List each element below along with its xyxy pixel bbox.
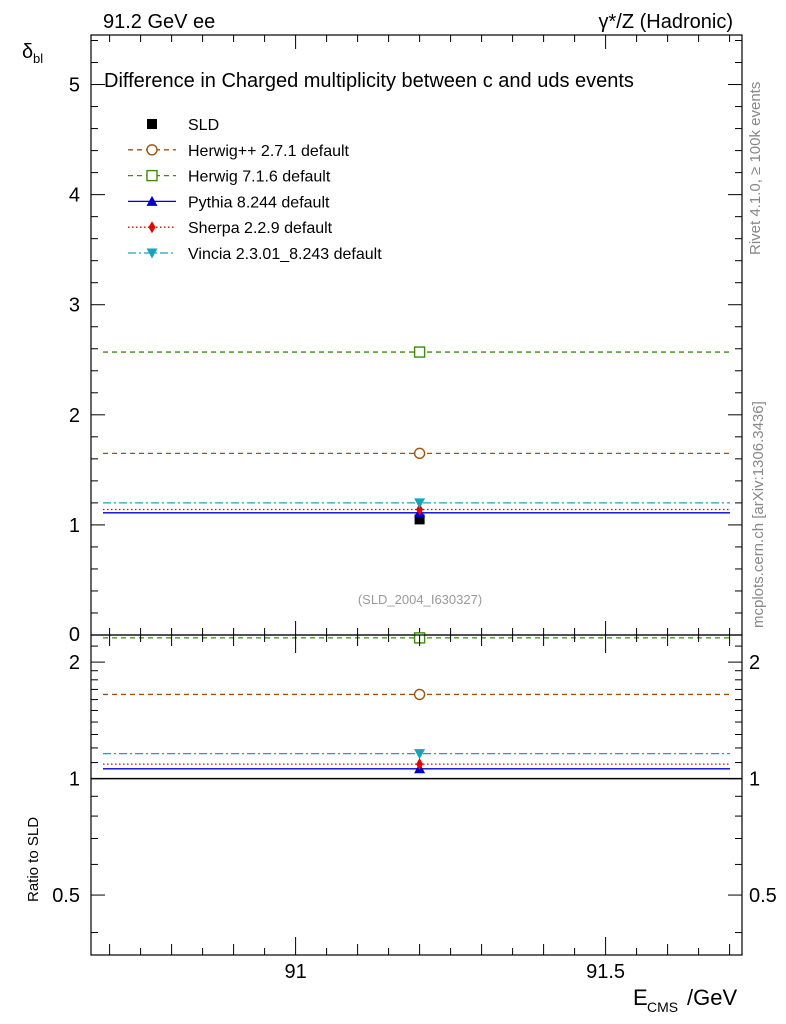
header-left: 91.2 GeV ee: [103, 11, 215, 33]
main-series-group: [103, 346, 730, 525]
legend-sld-marker: [147, 119, 157, 129]
legend-sld-label: SLD: [188, 117, 219, 134]
main-ytick-label-zero: 0: [69, 624, 80, 646]
main-ylabel-subscript: bl: [33, 51, 43, 66]
legend-herwig-7-1-6-default: Herwig 7.1.6 default: [128, 169, 331, 186]
ratio-ytick-label-right: 0.5: [749, 885, 777, 907]
legend-vincia-2-3-01-8-243-default-label: Vincia 2.3.01_8.243 default: [188, 246, 382, 263]
x-axis-label-main: E: [633, 985, 648, 1010]
main-ytick-label: 3: [69, 295, 80, 317]
legend-herwig-7-1-6-default-marker: [146, 169, 158, 182]
ratio-ytick-label-left: 2: [69, 652, 80, 674]
legend-herwig-2-7-1-default-marker: [146, 144, 158, 156]
legend-sld: SLD: [147, 117, 219, 134]
main-herwig-7-1-6-default-marker: [413, 346, 426, 358]
legend-pythia-8-244-default: Pythia 8.244 default: [128, 194, 330, 211]
x-axis-label: E CMS /GeV: [633, 985, 737, 1015]
ratio-ytick-label-right: 1: [749, 769, 760, 791]
legend-pythia-8-244-default-marker: [146, 195, 158, 206]
ratio-sherpa-2-2-9-default-marker: [416, 758, 424, 771]
legend-sherpa-2-2-9-default-marker: [148, 221, 156, 234]
x-axis-label-subscript: CMS: [647, 999, 678, 1015]
rivet-label: Rivet 4.1.0, ≥ 100k events: [747, 82, 764, 255]
legend: SLD Herwig++ 2.7.1 default Herwig 7.1.6 de…: [128, 117, 382, 263]
main-ylabel: δ bl: [22, 41, 43, 66]
main-ytick-label: 1: [69, 515, 80, 537]
ratio-ticks: 0.5 0.5 1 1 2 2 91 91.5: [52, 635, 777, 983]
legend-sherpa-2-2-9-default: Sherpa 2.2.9 default: [128, 220, 333, 237]
legend-herwig-2-7-1-default-label: Herwig++ 2.7.1 default: [188, 143, 350, 160]
ratio-frame: [90, 634, 743, 956]
main-ytick-label: 4: [69, 185, 80, 207]
main-ytick-label: 5: [69, 75, 80, 97]
ratio-vincia-2-3-01-8-243-default-marker: [414, 749, 426, 760]
ratio-series-group: [91, 632, 742, 780]
ratio-herwig-2-7-1-default-marker: [413, 688, 426, 701]
ratio-ylabel: Ratio to SLD: [25, 817, 42, 902]
legend-herwig-2-7-1-default: Herwig++ 2.7.1 default: [128, 143, 350, 160]
mcplots-label: mcplots.cern.ch [arXiv:1306.3436]: [750, 401, 767, 628]
main-sld-marker: [414, 514, 425, 525]
main-ylabel-symbol: δ: [22, 41, 33, 63]
legend-herwig-7-1-6-default-label: Herwig 7.1.6 default: [188, 169, 331, 186]
header-right: γ*/Z (Hadronic): [599, 11, 733, 33]
main-sherpa-2-2-9-default-marker: [416, 503, 424, 516]
ratio-xtick-label: 91: [284, 961, 306, 983]
legend-vincia-2-3-01-8-243-default: Vincia 2.3.01_8.243 default: [128, 246, 382, 263]
ratio-ytick-label-left: 0.5: [52, 885, 80, 907]
plot-title: Difference in Charged multiplicity betwe…: [104, 70, 634, 92]
ratio-xtick-label: 91.5: [586, 961, 625, 983]
legend-sherpa-2-2-9-default-label: Sherpa 2.2.9 default: [188, 220, 333, 237]
legend-pythia-8-244-default-label: Pythia 8.244 default: [188, 194, 330, 211]
ratio-panel: 0.5 0.5 1 1 2 2 91 91.5 Ratio to SLD E CMS /GeV: [25, 632, 777, 1015]
ratio-ytick-label-right: 2: [749, 652, 760, 674]
x-axis-label-unit: /GeV: [687, 985, 737, 1010]
main-ticks: 1 2 3 4 5 0: [69, 35, 742, 646]
main-ytick-label: 2: [69, 405, 80, 427]
legend-vincia-2-3-01-8-243-default-marker: [146, 248, 158, 259]
analysis-watermark: (SLD_2004_I630327): [358, 592, 482, 607]
main-herwig-2-7-1-default-marker: [413, 447, 426, 460]
main-panel: 1 2 3 4 5 0 Difference in Charged multiplicit…: [22, 34, 743, 646]
ratio-ytick-label-left: 1: [69, 769, 80, 791]
main-vincia-2-3-01-8-243-default-marker: [414, 498, 426, 509]
